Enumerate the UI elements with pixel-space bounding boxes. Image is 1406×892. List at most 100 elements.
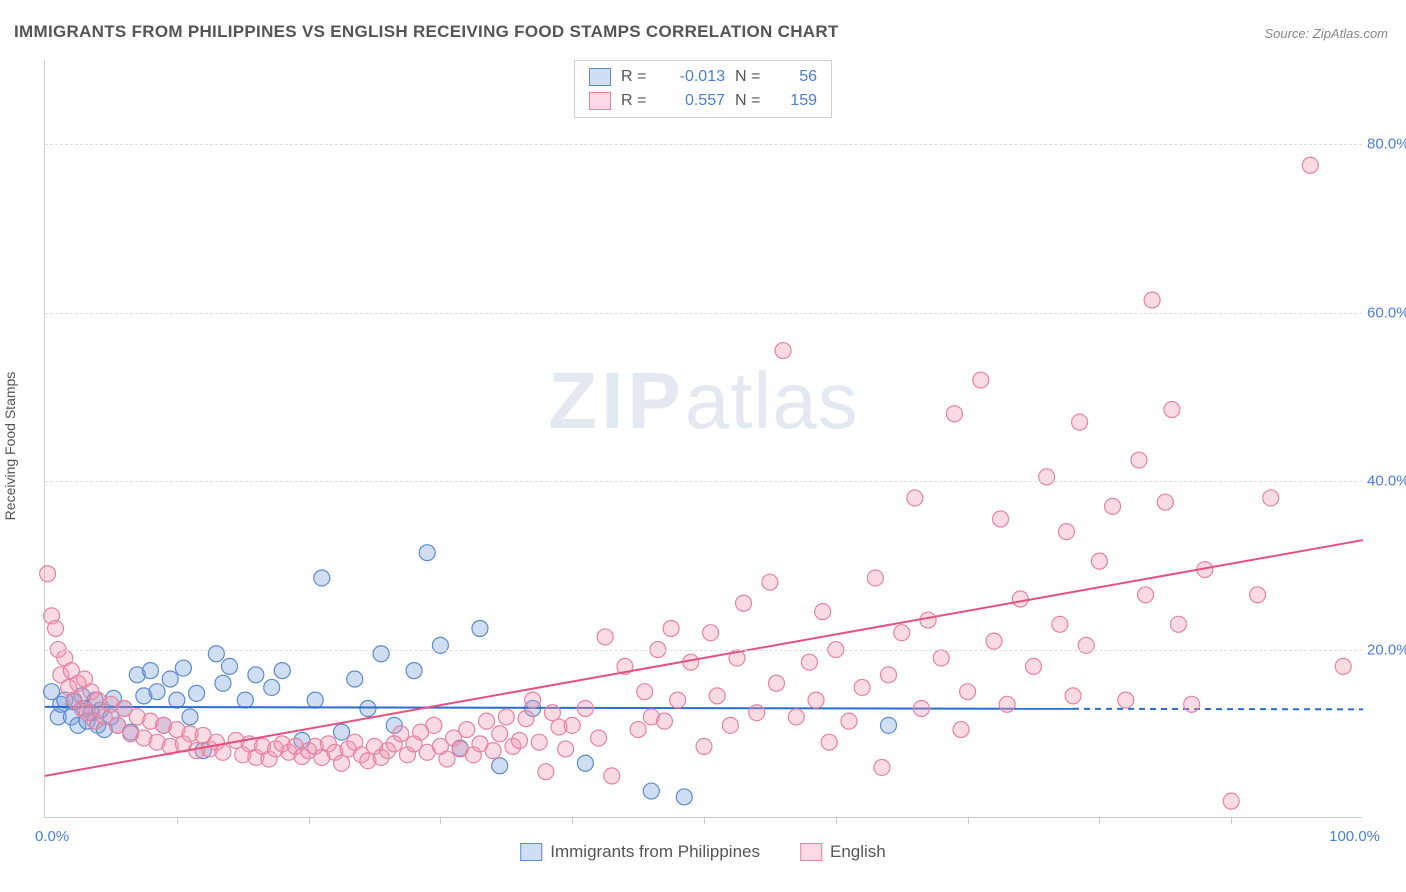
scatter-point xyxy=(525,692,541,708)
scatter-point xyxy=(1223,793,1239,809)
n-label: N = xyxy=(735,65,769,89)
n-label: N = xyxy=(735,89,769,113)
x-tick xyxy=(1099,817,1100,824)
scatter-point xyxy=(775,343,791,359)
scatter-point xyxy=(439,751,455,767)
scatter-point xyxy=(1263,490,1279,506)
scatter-point xyxy=(182,709,198,725)
scatter-point xyxy=(597,629,613,645)
scatter-point xyxy=(142,663,158,679)
scatter-point xyxy=(485,743,501,759)
scatter-point xyxy=(1065,688,1081,704)
gridline xyxy=(45,650,1362,651)
scatter-point xyxy=(264,679,280,695)
scatter-point xyxy=(999,696,1015,712)
scatter-point xyxy=(149,684,165,700)
legend-label-philippines: Immigrants from Philippines xyxy=(550,842,760,862)
x-tick xyxy=(177,817,178,824)
scatter-point xyxy=(604,768,620,784)
scatter-point xyxy=(854,679,870,695)
gridline xyxy=(45,144,1362,145)
scatter-point xyxy=(960,684,976,700)
scatter-point xyxy=(511,733,527,749)
scatter-point xyxy=(801,654,817,670)
scatter-point xyxy=(1164,402,1180,418)
scatter-point xyxy=(1131,452,1147,468)
scatter-point xyxy=(577,755,593,771)
y-tick-label: 40.0% xyxy=(1367,473,1406,490)
scatter-point xyxy=(894,625,910,641)
scatter-point xyxy=(591,730,607,746)
scatter-point xyxy=(920,612,936,628)
scatter-point xyxy=(406,663,422,679)
x-tick xyxy=(440,817,441,824)
r-value-english: 0.557 xyxy=(665,89,725,113)
scatter-point xyxy=(419,545,435,561)
scatter-point xyxy=(1118,692,1134,708)
scatter-point xyxy=(1052,616,1068,632)
scatter-point xyxy=(426,717,442,733)
scatter-point xyxy=(953,722,969,738)
scatter-point xyxy=(577,701,593,717)
scatter-point xyxy=(215,675,231,691)
r-label: R = xyxy=(621,89,655,113)
swatch-philippines xyxy=(520,843,542,861)
legend-item-english: English xyxy=(800,842,886,862)
scatter-point xyxy=(993,511,1009,527)
scatter-point xyxy=(1078,637,1094,653)
scatter-point xyxy=(208,646,224,662)
scatter-point xyxy=(1144,292,1160,308)
scatter-point xyxy=(867,570,883,586)
scatter-point xyxy=(237,692,253,708)
scatter-point xyxy=(630,722,646,738)
scatter-point xyxy=(564,717,580,733)
scatter-point xyxy=(248,667,264,683)
scatter-point xyxy=(815,604,831,620)
legend-label-english: English xyxy=(830,842,886,862)
scatter-point xyxy=(48,621,64,637)
scatter-point xyxy=(808,692,824,708)
r-value-philippines: -0.013 xyxy=(665,65,725,89)
source-label: Source: ZipAtlas.com xyxy=(1264,26,1388,41)
scatter-point xyxy=(874,759,890,775)
scatter-point xyxy=(1302,157,1318,173)
trendline-dashed xyxy=(1073,709,1363,710)
y-tick-label: 80.0% xyxy=(1367,136,1406,153)
scatter-point xyxy=(762,574,778,590)
scatter-point xyxy=(643,783,659,799)
scatter-point xyxy=(907,490,923,506)
plot-svg xyxy=(45,60,1362,817)
x-tick xyxy=(309,817,310,824)
scatter-point xyxy=(215,744,231,760)
scatter-point xyxy=(637,684,653,700)
scatter-point xyxy=(274,663,290,679)
scatter-point xyxy=(841,713,857,729)
scatter-point xyxy=(1012,591,1028,607)
scatter-point xyxy=(307,692,323,708)
scatter-point xyxy=(913,701,929,717)
scatter-point xyxy=(334,724,350,740)
scatter-point xyxy=(1138,587,1154,603)
scatter-point xyxy=(1184,696,1200,712)
scatter-point xyxy=(749,705,765,721)
scatter-point xyxy=(663,621,679,637)
x-tick xyxy=(1231,817,1232,824)
scatter-point xyxy=(162,671,178,687)
scatter-point xyxy=(538,764,554,780)
scatter-point xyxy=(1091,553,1107,569)
scatter-point xyxy=(986,633,1002,649)
scatter-point xyxy=(432,637,448,653)
scatter-point xyxy=(788,709,804,725)
scatter-point xyxy=(881,667,897,683)
scatter-point xyxy=(479,713,495,729)
scatter-point xyxy=(459,722,475,738)
scatter-point xyxy=(498,709,514,725)
scatter-point xyxy=(1170,616,1186,632)
legend-series: Immigrants from Philippines English xyxy=(520,842,886,862)
scatter-point xyxy=(1335,658,1351,674)
x-tick xyxy=(968,817,969,824)
scatter-point xyxy=(1072,414,1088,430)
y-axis-label: Receiving Food Stamps xyxy=(2,372,18,521)
y-tick-label: 20.0% xyxy=(1367,641,1406,658)
scatter-point xyxy=(1026,658,1042,674)
